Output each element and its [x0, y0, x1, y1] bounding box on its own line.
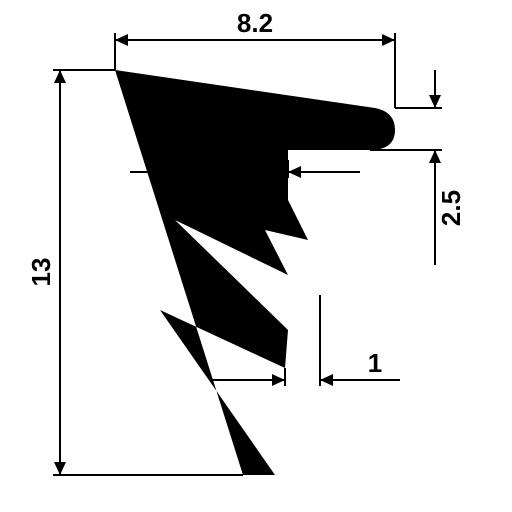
profile-silhouette — [115, 70, 395, 475]
dimension-head-height: 2.5 — [370, 70, 466, 265]
dimension-label-head: 2.5 — [436, 190, 466, 226]
dimension-label-width: 8.2 — [237, 8, 273, 38]
technical-drawing: 8.2 13 2.2 2.5 1 — [0, 0, 512, 512]
dimension-label-height: 13 — [26, 258, 56, 287]
dimension-label-offset: 1 — [368, 348, 382, 378]
dimension-label-stem: 2.2 — [147, 141, 183, 171]
